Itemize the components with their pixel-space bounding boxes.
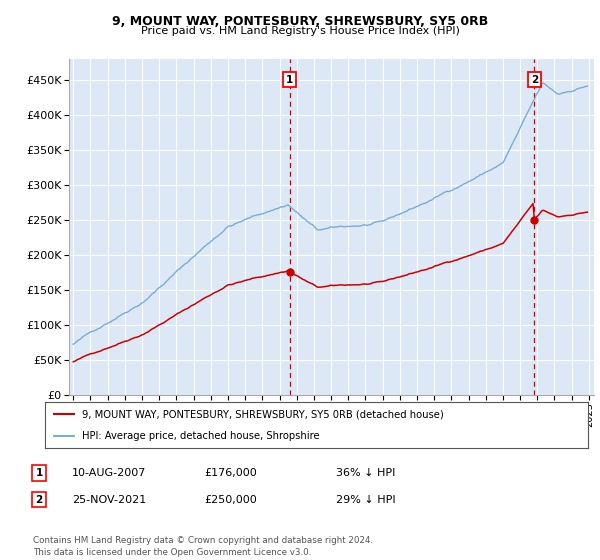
Text: 25-NOV-2021: 25-NOV-2021 bbox=[72, 494, 146, 505]
Text: 10-AUG-2007: 10-AUG-2007 bbox=[72, 468, 146, 478]
Text: Price paid vs. HM Land Registry's House Price Index (HPI): Price paid vs. HM Land Registry's House … bbox=[140, 26, 460, 36]
Text: 1: 1 bbox=[286, 75, 293, 85]
Text: 36% ↓ HPI: 36% ↓ HPI bbox=[336, 468, 395, 478]
Text: Contains HM Land Registry data © Crown copyright and database right 2024.
This d: Contains HM Land Registry data © Crown c… bbox=[33, 536, 373, 557]
Text: 2: 2 bbox=[531, 75, 538, 85]
Text: HPI: Average price, detached house, Shropshire: HPI: Average price, detached house, Shro… bbox=[82, 431, 320, 441]
Text: 9, MOUNT WAY, PONTESBURY, SHREWSBURY, SY5 0RB (detached house): 9, MOUNT WAY, PONTESBURY, SHREWSBURY, SY… bbox=[82, 409, 443, 419]
Text: £250,000: £250,000 bbox=[204, 494, 257, 505]
Text: 9, MOUNT WAY, PONTESBURY, SHREWSBURY, SY5 0RB: 9, MOUNT WAY, PONTESBURY, SHREWSBURY, SY… bbox=[112, 15, 488, 27]
Text: 29% ↓ HPI: 29% ↓ HPI bbox=[336, 494, 395, 505]
Text: 1: 1 bbox=[35, 468, 43, 478]
Text: £176,000: £176,000 bbox=[204, 468, 257, 478]
Text: 2: 2 bbox=[35, 494, 43, 505]
